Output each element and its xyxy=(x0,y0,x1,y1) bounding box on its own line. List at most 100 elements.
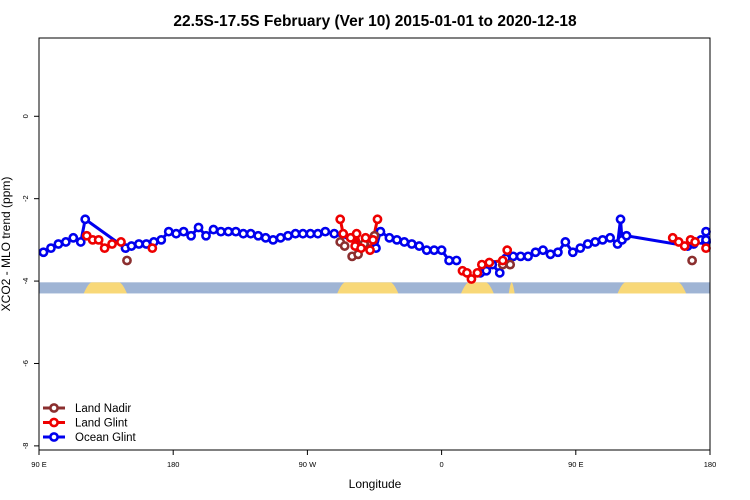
ocean-glint-point xyxy=(560,237,571,247)
land-glint-point xyxy=(462,267,472,278)
x-axis-label: Longitude xyxy=(349,477,402,491)
ocean-glint-point xyxy=(567,247,578,258)
land-glint-point xyxy=(351,228,362,239)
y-tick-label: -4 xyxy=(21,278,30,285)
ocean-glint-point xyxy=(290,228,301,239)
ocean-glint-point xyxy=(545,249,556,260)
ocean-glint-point xyxy=(515,251,526,262)
ocean-glint-point xyxy=(494,267,505,278)
ocean-glint-point xyxy=(163,226,174,237)
ocean-glint-point xyxy=(171,228,182,239)
ocean-glint-point xyxy=(508,251,519,262)
ocean-glint-point xyxy=(481,265,492,276)
x-tick-label: 90 W xyxy=(299,460,317,469)
ocean-glint-point xyxy=(245,228,256,239)
ocean-glint-point xyxy=(406,239,417,249)
land-band-0 xyxy=(83,282,127,294)
ocean-glint-point xyxy=(414,241,425,251)
x-tick-label: 180 xyxy=(704,460,717,469)
land-glint-point xyxy=(360,232,371,243)
ocean-glint-point xyxy=(46,243,56,254)
ocean-glint-point xyxy=(238,228,249,239)
ocean-glint-point xyxy=(38,247,49,258)
x-axis: 90 E 180 90 W 0 90 E 180 xyxy=(31,450,716,469)
land-band-2 xyxy=(460,282,494,294)
ocean-glint-point xyxy=(156,234,167,245)
land-nadir-point xyxy=(122,255,132,266)
land-band-1 xyxy=(337,282,399,294)
ocean-glint-point xyxy=(298,228,308,239)
plot-frame xyxy=(38,37,711,451)
y-tick-label: -6 xyxy=(21,360,30,367)
ocean-glint-point xyxy=(582,239,593,249)
ocean-glint-point xyxy=(391,234,402,245)
land-glint-point xyxy=(356,243,366,254)
ocean-glint-point xyxy=(53,239,64,249)
ocean-glint-point xyxy=(223,226,234,237)
ocean-glint-point xyxy=(216,226,226,237)
land-glint-point xyxy=(679,241,690,251)
ocean-glint-point xyxy=(201,230,211,241)
ocean-glint-point xyxy=(283,230,293,241)
land-glint-point xyxy=(497,255,508,266)
ocean-glint-point xyxy=(538,245,548,256)
ocean-glint-point xyxy=(305,228,316,239)
chart-title: 22.5S-17.5S February (Ver 10) 2015-01-01… xyxy=(173,13,577,30)
ocean-glint-point xyxy=(312,228,323,239)
series-points xyxy=(38,214,711,284)
y-tick-label: 0 xyxy=(21,114,30,118)
land-band-4 xyxy=(617,282,687,294)
ocean-glint-point xyxy=(575,243,586,254)
ocean-glint-point xyxy=(605,232,615,243)
ocean-glint-point xyxy=(523,251,533,262)
ocean-glint-point xyxy=(260,232,271,243)
legend-marker-land-nadir xyxy=(49,403,59,413)
ocean-glint-point xyxy=(530,247,541,258)
y-tick-label: -8 xyxy=(21,443,30,450)
y-tick-label: -2 xyxy=(21,195,30,202)
ocean-glint-point xyxy=(421,245,432,256)
land-glint-point xyxy=(116,237,126,247)
land-nadir-point xyxy=(687,255,698,266)
land-glint-point xyxy=(93,234,104,245)
ocean-glint-point xyxy=(384,232,395,243)
ocean-glint-point xyxy=(399,237,410,247)
ocean-glint-point xyxy=(134,239,144,249)
land-glint-point xyxy=(472,267,483,278)
ocean-glint-point xyxy=(597,234,608,245)
land-glint-point xyxy=(99,243,110,254)
land-glint-point xyxy=(466,274,477,284)
ocean-glint-point xyxy=(60,237,71,247)
ocean-glint-point xyxy=(126,241,137,251)
legend-marker-land-glint xyxy=(49,417,59,428)
land-glint-point xyxy=(484,257,495,268)
ocean-glint-point xyxy=(186,230,196,241)
ocean-glint-point xyxy=(553,247,563,258)
land-glint-point xyxy=(338,228,349,239)
ocean-glint-point xyxy=(275,232,286,243)
ocean-glint-point xyxy=(193,222,204,233)
ocean-glint-point xyxy=(615,214,626,225)
surface-band xyxy=(39,282,710,294)
land-nadir-point xyxy=(505,259,516,270)
land-glint-point xyxy=(368,234,378,245)
ocean-glint-point xyxy=(329,228,340,239)
land-glint-point xyxy=(147,243,158,254)
land-nadir-point xyxy=(339,241,350,251)
ocean-glint-point xyxy=(268,234,279,245)
legend-label-land-glint: Land Glint xyxy=(75,418,128,430)
ocean-glint-point xyxy=(320,226,331,237)
land-glint-point xyxy=(335,214,346,225)
legend-marker-ocean-glint xyxy=(49,432,59,442)
land-glint-point xyxy=(502,245,513,256)
land-glint-point xyxy=(476,259,487,270)
ocean-glint-point xyxy=(590,237,601,247)
ocean-glint-point xyxy=(436,245,447,256)
x-tick-label: 90 E xyxy=(31,460,46,469)
ocean-glint-point xyxy=(68,232,79,243)
y-axis: 0 -2 -4 -6 -8 xyxy=(21,114,39,449)
legend: Land Nadir Land Glint Ocean Glint xyxy=(43,403,137,444)
x-tick-label: 0 xyxy=(440,460,444,469)
land-glint-point xyxy=(701,243,711,254)
